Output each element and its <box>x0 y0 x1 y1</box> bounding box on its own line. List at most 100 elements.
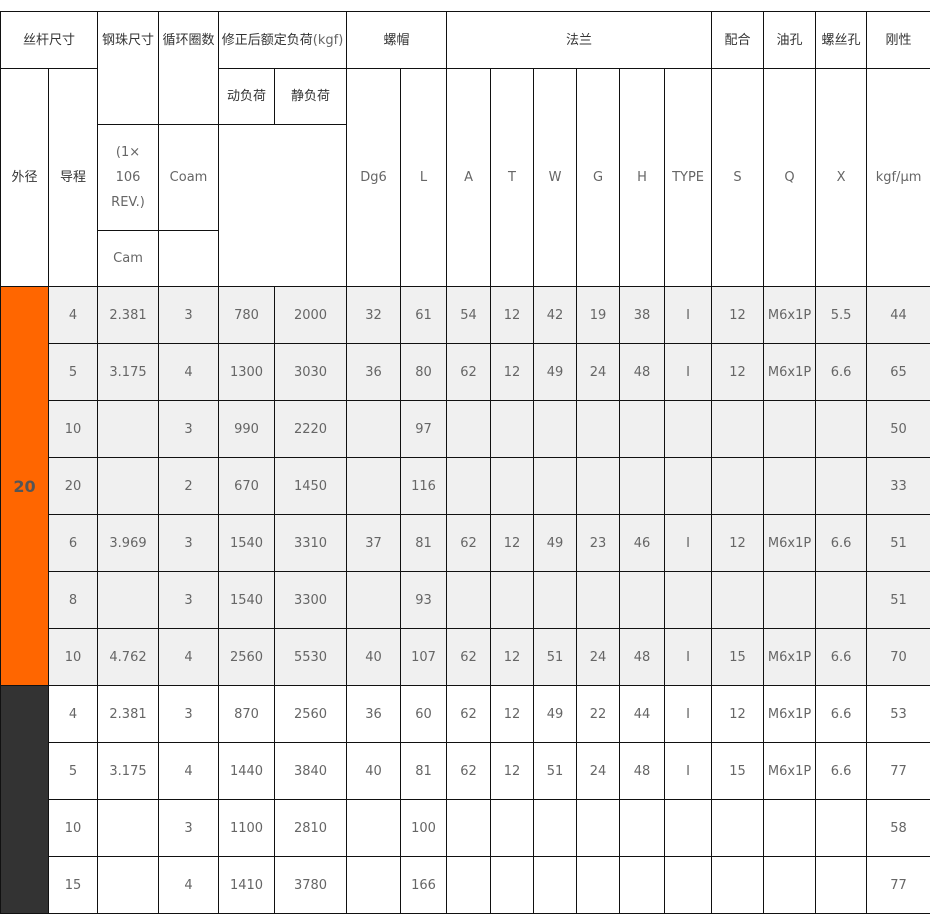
lead-cell: 20 <box>47 457 99 515</box>
dg6-cell: 36 <box>346 685 402 743</box>
dynamic-load-cell: 870 <box>218 685 276 743</box>
outer-dia-cell: 20 <box>0 286 49 686</box>
header-fit: 配合 <box>711 11 765 69</box>
dg6-cell: 32 <box>346 286 402 344</box>
l-cell: 107 <box>400 628 448 686</box>
h-cell: 48 <box>619 628 666 686</box>
t-cell <box>490 856 535 914</box>
q-cell: M6x1P <box>763 514 817 572</box>
type-cell: I <box>664 514 713 572</box>
q-cell <box>763 457 817 515</box>
circuits-cell: 3 <box>158 514 220 572</box>
h-cell: 44 <box>619 685 666 743</box>
stiffness-cell: 77 <box>866 856 930 914</box>
g-cell <box>576 856 621 914</box>
header-stiffness: 刚性 <box>866 11 930 69</box>
stiffness-cell: 58 <box>866 799 930 857</box>
lead-cell: 6 <box>47 514 99 572</box>
t-cell: 12 <box>490 628 535 686</box>
outer-dia-cell <box>0 685 49 914</box>
static-load-cell: 1450 <box>274 457 348 515</box>
w-cell: 51 <box>533 742 578 800</box>
rated-load-label: 修正后额定负荷 <box>221 32 313 48</box>
header-bolt-hole: 螺丝孔 <box>815 11 868 69</box>
header-h: H <box>619 68 666 287</box>
x-cell: 6.6 <box>815 514 868 572</box>
g-cell <box>576 571 621 629</box>
static-load-cell: 2220 <box>274 400 348 458</box>
header-g: G <box>576 68 621 287</box>
dg6-cell <box>346 799 402 857</box>
static-load-cell: 2810 <box>274 799 348 857</box>
q-cell: M6x1P <box>763 286 817 344</box>
dg6-cell: 40 <box>346 742 402 800</box>
circuits-cell: 2 <box>158 457 220 515</box>
header-l: L <box>400 68 448 287</box>
stiffness-cell: 65 <box>866 343 930 401</box>
a-cell: 62 <box>446 514 492 572</box>
l-cell: 166 <box>400 856 448 914</box>
t-cell: 12 <box>490 343 535 401</box>
table-row: 6 3.969 3 1540 3310 37 81 62 12 49 23 46 I 12 M6x1P 6.6… <box>1 514 930 572</box>
circuits-cell: 4 <box>158 343 220 401</box>
header-dynamic-load: 动负荷 <box>218 68 276 125</box>
header-dg6: Dg6 <box>346 68 402 287</box>
stiffness-cell: 53 <box>866 685 930 743</box>
t-cell <box>490 571 535 629</box>
h-cell <box>619 571 666 629</box>
circuits-cell: 4 <box>158 742 220 800</box>
x-cell: 6.6 <box>815 628 868 686</box>
s-cell: 15 <box>711 628 765 686</box>
table-row: 8 3 1540 3300 93 51 <box>1 571 930 629</box>
dynamic-load-cell: 2560 <box>218 628 276 686</box>
static-load-cell: 2000 <box>274 286 348 344</box>
table-row: 4 2.381 3 870 2560 36 60 62 12 49 22 44 I 12 M6x1P 6.6 5… <box>0 685 930 914</box>
header-dynamic-note: (1× 106 REV.) <box>97 124 160 231</box>
a-cell <box>446 571 492 629</box>
ball-size-cell <box>97 856 160 914</box>
t-cell: 12 <box>490 286 535 344</box>
dg6-cell: 40 <box>346 628 402 686</box>
dynamic-load-cell: 1410 <box>218 856 276 914</box>
s-cell: 12 <box>711 685 765 743</box>
lead-cell: 8 <box>47 571 99 629</box>
stiffness-cell: 70 <box>866 628 930 686</box>
header-rated-load: 修正后额定负荷(kgf) <box>218 11 348 69</box>
x-cell <box>815 856 868 914</box>
type-cell <box>664 799 713 857</box>
h-cell <box>619 400 666 458</box>
dg6-cell: 37 <box>346 514 402 572</box>
x-cell: 6.6 <box>815 685 868 743</box>
a-cell: 62 <box>446 628 492 686</box>
l-cell: 60 <box>400 685 448 743</box>
s-cell <box>711 571 765 629</box>
h-cell: 38 <box>619 286 666 344</box>
static-load-cell: 3840 <box>274 742 348 800</box>
l-cell: 80 <box>400 343 448 401</box>
h-cell: 46 <box>619 514 666 572</box>
header-a: A <box>446 68 492 287</box>
dg6-cell: 36 <box>346 343 402 401</box>
a-cell <box>446 400 492 458</box>
ball-size-cell: 3.175 <box>97 343 160 401</box>
t-cell: 12 <box>490 514 535 572</box>
s-cell <box>711 799 765 857</box>
table-row: 10 3 990 2220 97 50 <box>1 400 930 458</box>
table-row: 15 4 1410 3780 166 77 <box>1 856 930 914</box>
static-load-cell: 3030 <box>274 343 348 401</box>
q-cell <box>763 400 817 458</box>
lead-cell: 15 <box>47 856 99 914</box>
lead-cell: 10 <box>47 400 99 458</box>
x-cell <box>815 457 868 515</box>
header-w: W <box>533 68 578 287</box>
w-cell <box>533 571 578 629</box>
lead-cell: 5 <box>47 343 99 401</box>
h-cell <box>619 457 666 515</box>
header-q: Q <box>763 68 817 287</box>
table-row: 5 3.175 4 1440 3840 40 81 62 12 51 24 48 I 15 M6x1P 6.6… <box>1 742 930 800</box>
header-static-empty <box>158 230 220 287</box>
stiffness-cell: 51 <box>866 514 930 572</box>
rated-load-unit: (kgf) <box>312 32 344 48</box>
dg6-cell <box>346 856 402 914</box>
type-cell: I <box>664 685 713 743</box>
